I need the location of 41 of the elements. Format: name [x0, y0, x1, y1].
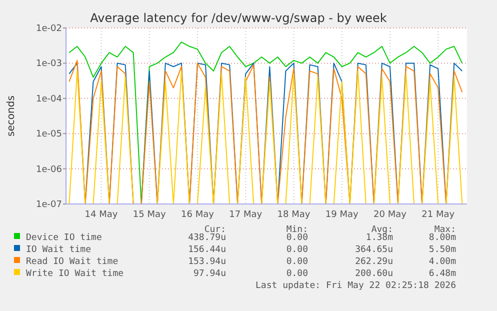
text: 0.00 — [286, 269, 308, 279]
y-tick-label: 1e-06 — [36, 164, 62, 175]
text: 0.00 — [286, 245, 308, 255]
text: 0.00 — [286, 233, 308, 243]
text: 6.48m — [428, 269, 456, 279]
x-tick-label: 20 May — [374, 210, 408, 220]
x-tick-label: 21 May — [422, 210, 456, 220]
legend-label: Read IO Wait time — [26, 257, 118, 267]
text: Cur: — [204, 225, 226, 235]
legend-label: Device IO time — [26, 233, 102, 243]
y-tick-label: 1e-07 — [36, 200, 62, 210]
legend-label: Write IO Wait time — [26, 269, 124, 279]
text: Last update: Fri May 22 02:25:18 2026 — [256, 281, 456, 291]
y-tick-label: 1e-03 — [36, 59, 62, 70]
text: Max: — [434, 225, 456, 235]
text: 438.79u — [188, 233, 226, 243]
legend-label: IO Wait time — [26, 245, 92, 255]
text: 1.38m — [366, 233, 393, 243]
x-tick-label: 17 May — [229, 210, 263, 220]
text: 8.00m — [428, 233, 456, 243]
text: 5.50m — [428, 245, 456, 255]
text: Min: — [286, 225, 308, 235]
text: 97.94u — [193, 269, 226, 279]
x-tick-label: 18 May — [277, 210, 311, 220]
chart-title: Average latency for /dev/www-vg/swap - by week — [90, 11, 387, 25]
text: 200.60u — [355, 269, 393, 279]
x-tick-label: 15 May — [132, 210, 167, 220]
y-axis-title: seconds — [6, 96, 17, 136]
y-tick-label: 1e-04 — [36, 94, 62, 104]
y-tick-label: 1e-02 — [36, 24, 62, 34]
text: 262.29u — [355, 257, 393, 267]
text: 364.65u — [355, 245, 393, 255]
text: 153.94u — [188, 257, 226, 267]
text: Avg: — [371, 225, 393, 235]
text: 4.00m — [428, 257, 456, 267]
text: 156.44u — [188, 245, 226, 255]
y-tick-label: 1e-05 — [36, 130, 62, 140]
x-tick-label: 19 May — [325, 210, 359, 220]
x-tick-label: 16 May — [181, 210, 215, 220]
text: 0.00 — [286, 257, 308, 267]
x-tick-label: 14 May — [84, 210, 118, 220]
